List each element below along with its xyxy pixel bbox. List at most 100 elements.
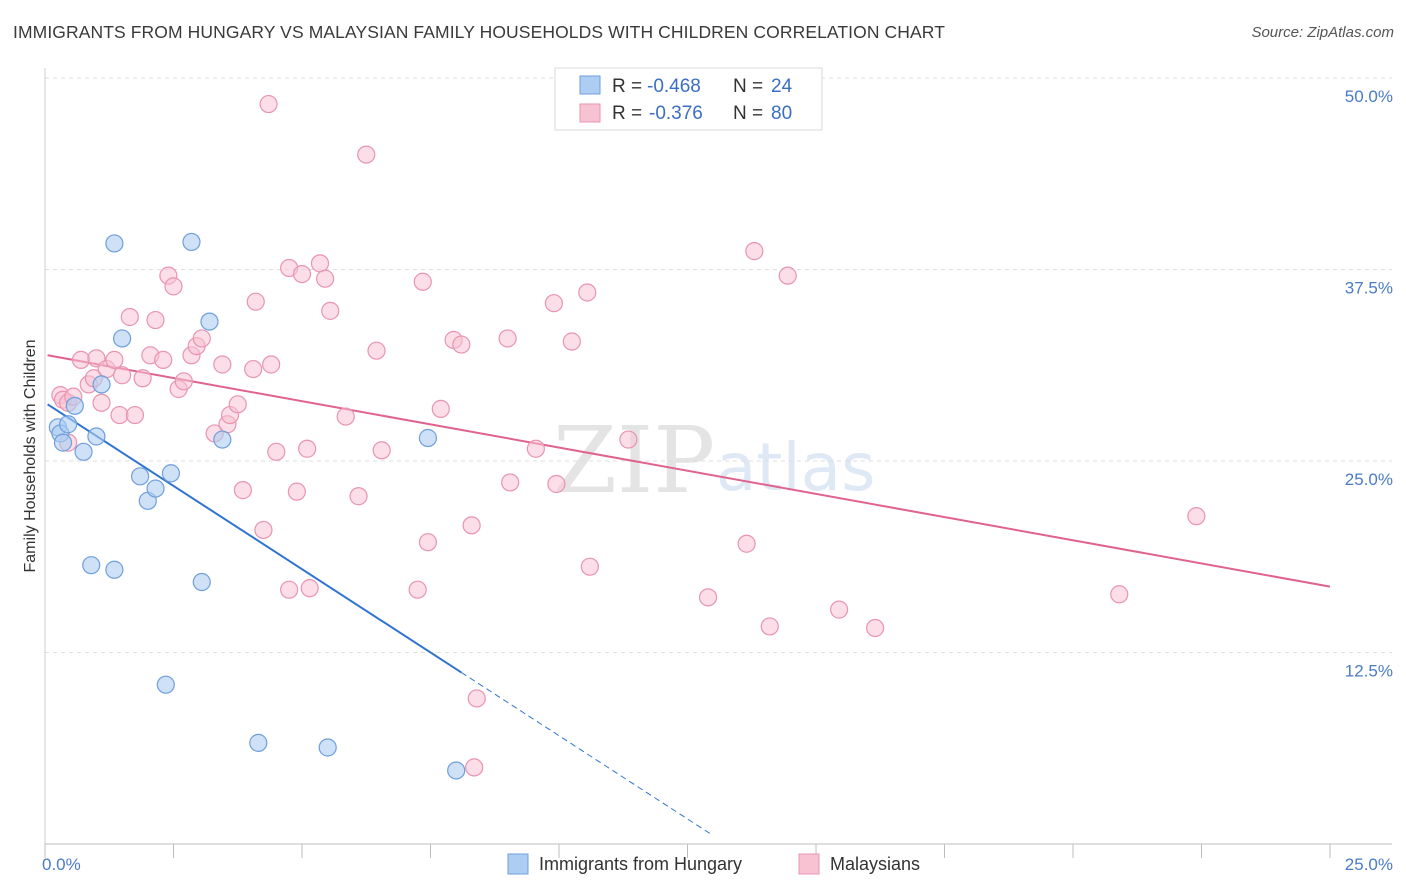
point-malaysians xyxy=(267,442,286,461)
point-malaysians xyxy=(1110,585,1129,604)
point-malaysians xyxy=(526,439,545,458)
y-tick-label: 25.0% xyxy=(1345,470,1393,489)
point-malaysians xyxy=(254,520,273,540)
legend-r-value-malaysian: -0.376 xyxy=(649,103,703,124)
point-malaysians xyxy=(431,399,450,419)
point-malaysians xyxy=(547,474,566,494)
point-malaysians xyxy=(578,283,597,302)
legend-r-label-malaysian: R = xyxy=(612,103,642,124)
point-hungary xyxy=(65,396,84,415)
point-malaysians xyxy=(292,264,312,284)
y-axis-label: Family Households with Children xyxy=(22,340,39,573)
point-malaysians xyxy=(465,758,484,777)
bottom-legend-label-malaysian: Malaysians xyxy=(830,854,920,874)
point-malaysians xyxy=(112,366,132,385)
point-malaysians xyxy=(246,292,265,311)
point-malaysians xyxy=(413,272,432,291)
series-legend: Immigrants from Hungary Malaysians xyxy=(507,853,920,875)
point-malaysians xyxy=(544,294,563,313)
point-hungary xyxy=(53,433,73,452)
trendline-hungary-extension xyxy=(461,671,714,837)
point-malaysians xyxy=(698,588,718,607)
point-malaysians xyxy=(336,407,355,426)
point-hungary xyxy=(182,232,201,252)
point-hungary xyxy=(87,427,106,446)
stats-legend: R = -0.468 N = 24 R = -0.376 N = 80 xyxy=(554,67,823,131)
point-hungary xyxy=(192,572,211,592)
point-malaysians xyxy=(192,329,211,348)
point-malaysians xyxy=(418,533,438,552)
point-hungary xyxy=(213,430,232,449)
point-malaysians xyxy=(125,405,145,425)
bottom-legend-label-hungary: Immigrants from Hungary xyxy=(539,854,742,874)
point-malaysians xyxy=(287,482,306,501)
y-tick-label: 50.0% xyxy=(1345,87,1393,106)
point-hungary xyxy=(92,375,111,394)
point-malaysians xyxy=(1187,507,1206,526)
point-malaysians xyxy=(580,557,599,576)
point-hungary xyxy=(82,556,101,575)
legend-n-label-hungary: N = xyxy=(733,76,763,97)
point-malaysians xyxy=(760,617,779,636)
point-malaysians xyxy=(452,335,471,354)
bottom-legend-swatch-malaysian xyxy=(798,853,820,875)
legend-swatch-malaysian xyxy=(579,103,601,123)
point-hungary xyxy=(130,467,150,486)
x-tick-label-max: 25.0% xyxy=(1345,855,1393,874)
point-malaysians xyxy=(372,441,391,460)
point-malaysians xyxy=(349,487,368,506)
chart-title: IMMIGRANTS FROM HUNGARY VS MALAYSIAN FAM… xyxy=(13,22,946,42)
point-malaysians xyxy=(174,372,193,391)
trendline-malaysians xyxy=(47,354,1331,588)
point-malaysians xyxy=(262,355,281,374)
legend-r-value-hungary: -0.468 xyxy=(647,76,701,97)
point-malaysians xyxy=(280,580,299,599)
point-malaysians xyxy=(120,307,139,327)
point-hungary xyxy=(146,479,165,498)
point-hungary xyxy=(74,442,93,461)
point-malaysians xyxy=(498,329,517,348)
axes xyxy=(44,68,1392,858)
point-malaysians xyxy=(501,473,520,492)
point-malaysians xyxy=(357,145,376,164)
trend-lines xyxy=(47,354,1331,837)
point-hungary xyxy=(59,415,78,434)
point-hungary xyxy=(447,761,466,780)
trendline-hungary xyxy=(47,403,462,674)
series-malaysians xyxy=(51,94,1206,777)
point-malaysians xyxy=(316,269,335,288)
point-hungary xyxy=(156,675,175,694)
point-malaysians xyxy=(745,242,764,261)
point-malaysians xyxy=(133,369,152,388)
legend-n-label-malaysian: N = xyxy=(733,103,763,124)
watermark-atlas: atlas xyxy=(716,429,876,506)
point-malaysians xyxy=(110,405,129,425)
legend-r-label-hungary: R = xyxy=(612,76,642,97)
point-malaysians xyxy=(244,359,263,379)
point-hungary xyxy=(249,733,268,752)
point-malaysians xyxy=(164,277,183,296)
point-malaysians xyxy=(866,618,885,638)
legend-n-value-hungary: 24 xyxy=(771,76,793,97)
point-malaysians xyxy=(737,534,756,553)
point-hungary xyxy=(161,464,181,483)
point-malaysians xyxy=(71,350,91,369)
bottom-legend-swatch-hungary xyxy=(507,853,529,875)
point-hungary xyxy=(200,312,219,331)
point-malaysians xyxy=(233,481,252,500)
point-malaysians xyxy=(408,580,427,599)
point-malaysians xyxy=(310,254,330,273)
legend-swatch-hungary xyxy=(579,75,601,95)
point-malaysians xyxy=(462,516,481,535)
series-hungary xyxy=(48,232,466,780)
point-malaysians xyxy=(92,393,111,412)
point-malaysians xyxy=(367,341,386,360)
point-malaysians xyxy=(778,266,797,285)
point-malaysians xyxy=(321,301,340,320)
point-hungary xyxy=(105,234,124,253)
point-hungary xyxy=(105,560,124,579)
point-hungary xyxy=(318,738,337,757)
point-malaysians xyxy=(830,600,849,619)
point-malaysians xyxy=(146,310,165,330)
point-malaysians xyxy=(467,689,486,708)
